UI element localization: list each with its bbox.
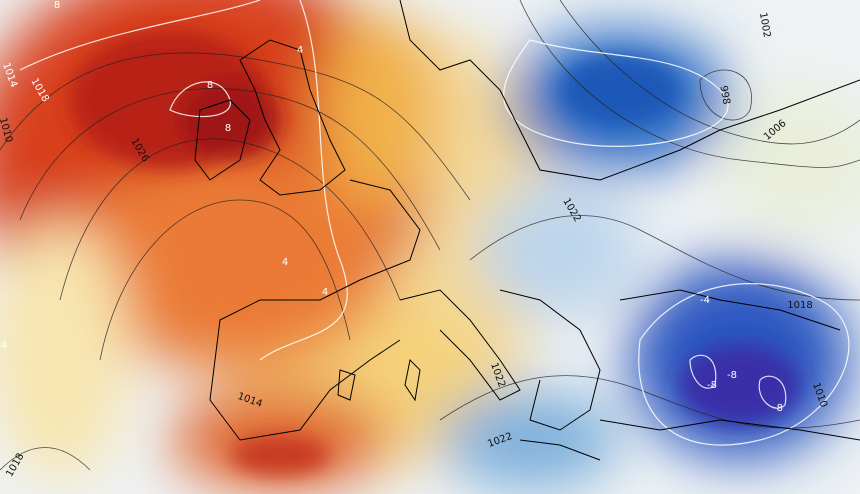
contour-label: -4 xyxy=(700,295,710,306)
contour-label: 4 xyxy=(282,257,288,268)
contour-label: 8 xyxy=(225,123,231,134)
contour-label: -8 xyxy=(707,380,717,391)
contour-label: 8 xyxy=(207,80,213,91)
coastlines xyxy=(194,0,860,461)
temperature-contours xyxy=(19,0,850,446)
contour-label: 1002 xyxy=(757,12,772,39)
contour-label: 4 xyxy=(322,287,328,298)
contour-label: -8 xyxy=(727,370,737,381)
contour-label: 4 xyxy=(1,340,7,351)
contour-label: 1018 xyxy=(787,300,812,311)
contour-label: 4 xyxy=(297,45,303,56)
contour-label: -8 xyxy=(773,403,783,414)
contour-label: 998 xyxy=(717,85,731,106)
isobars xyxy=(0,0,860,471)
contour-label: 8 xyxy=(54,0,60,11)
